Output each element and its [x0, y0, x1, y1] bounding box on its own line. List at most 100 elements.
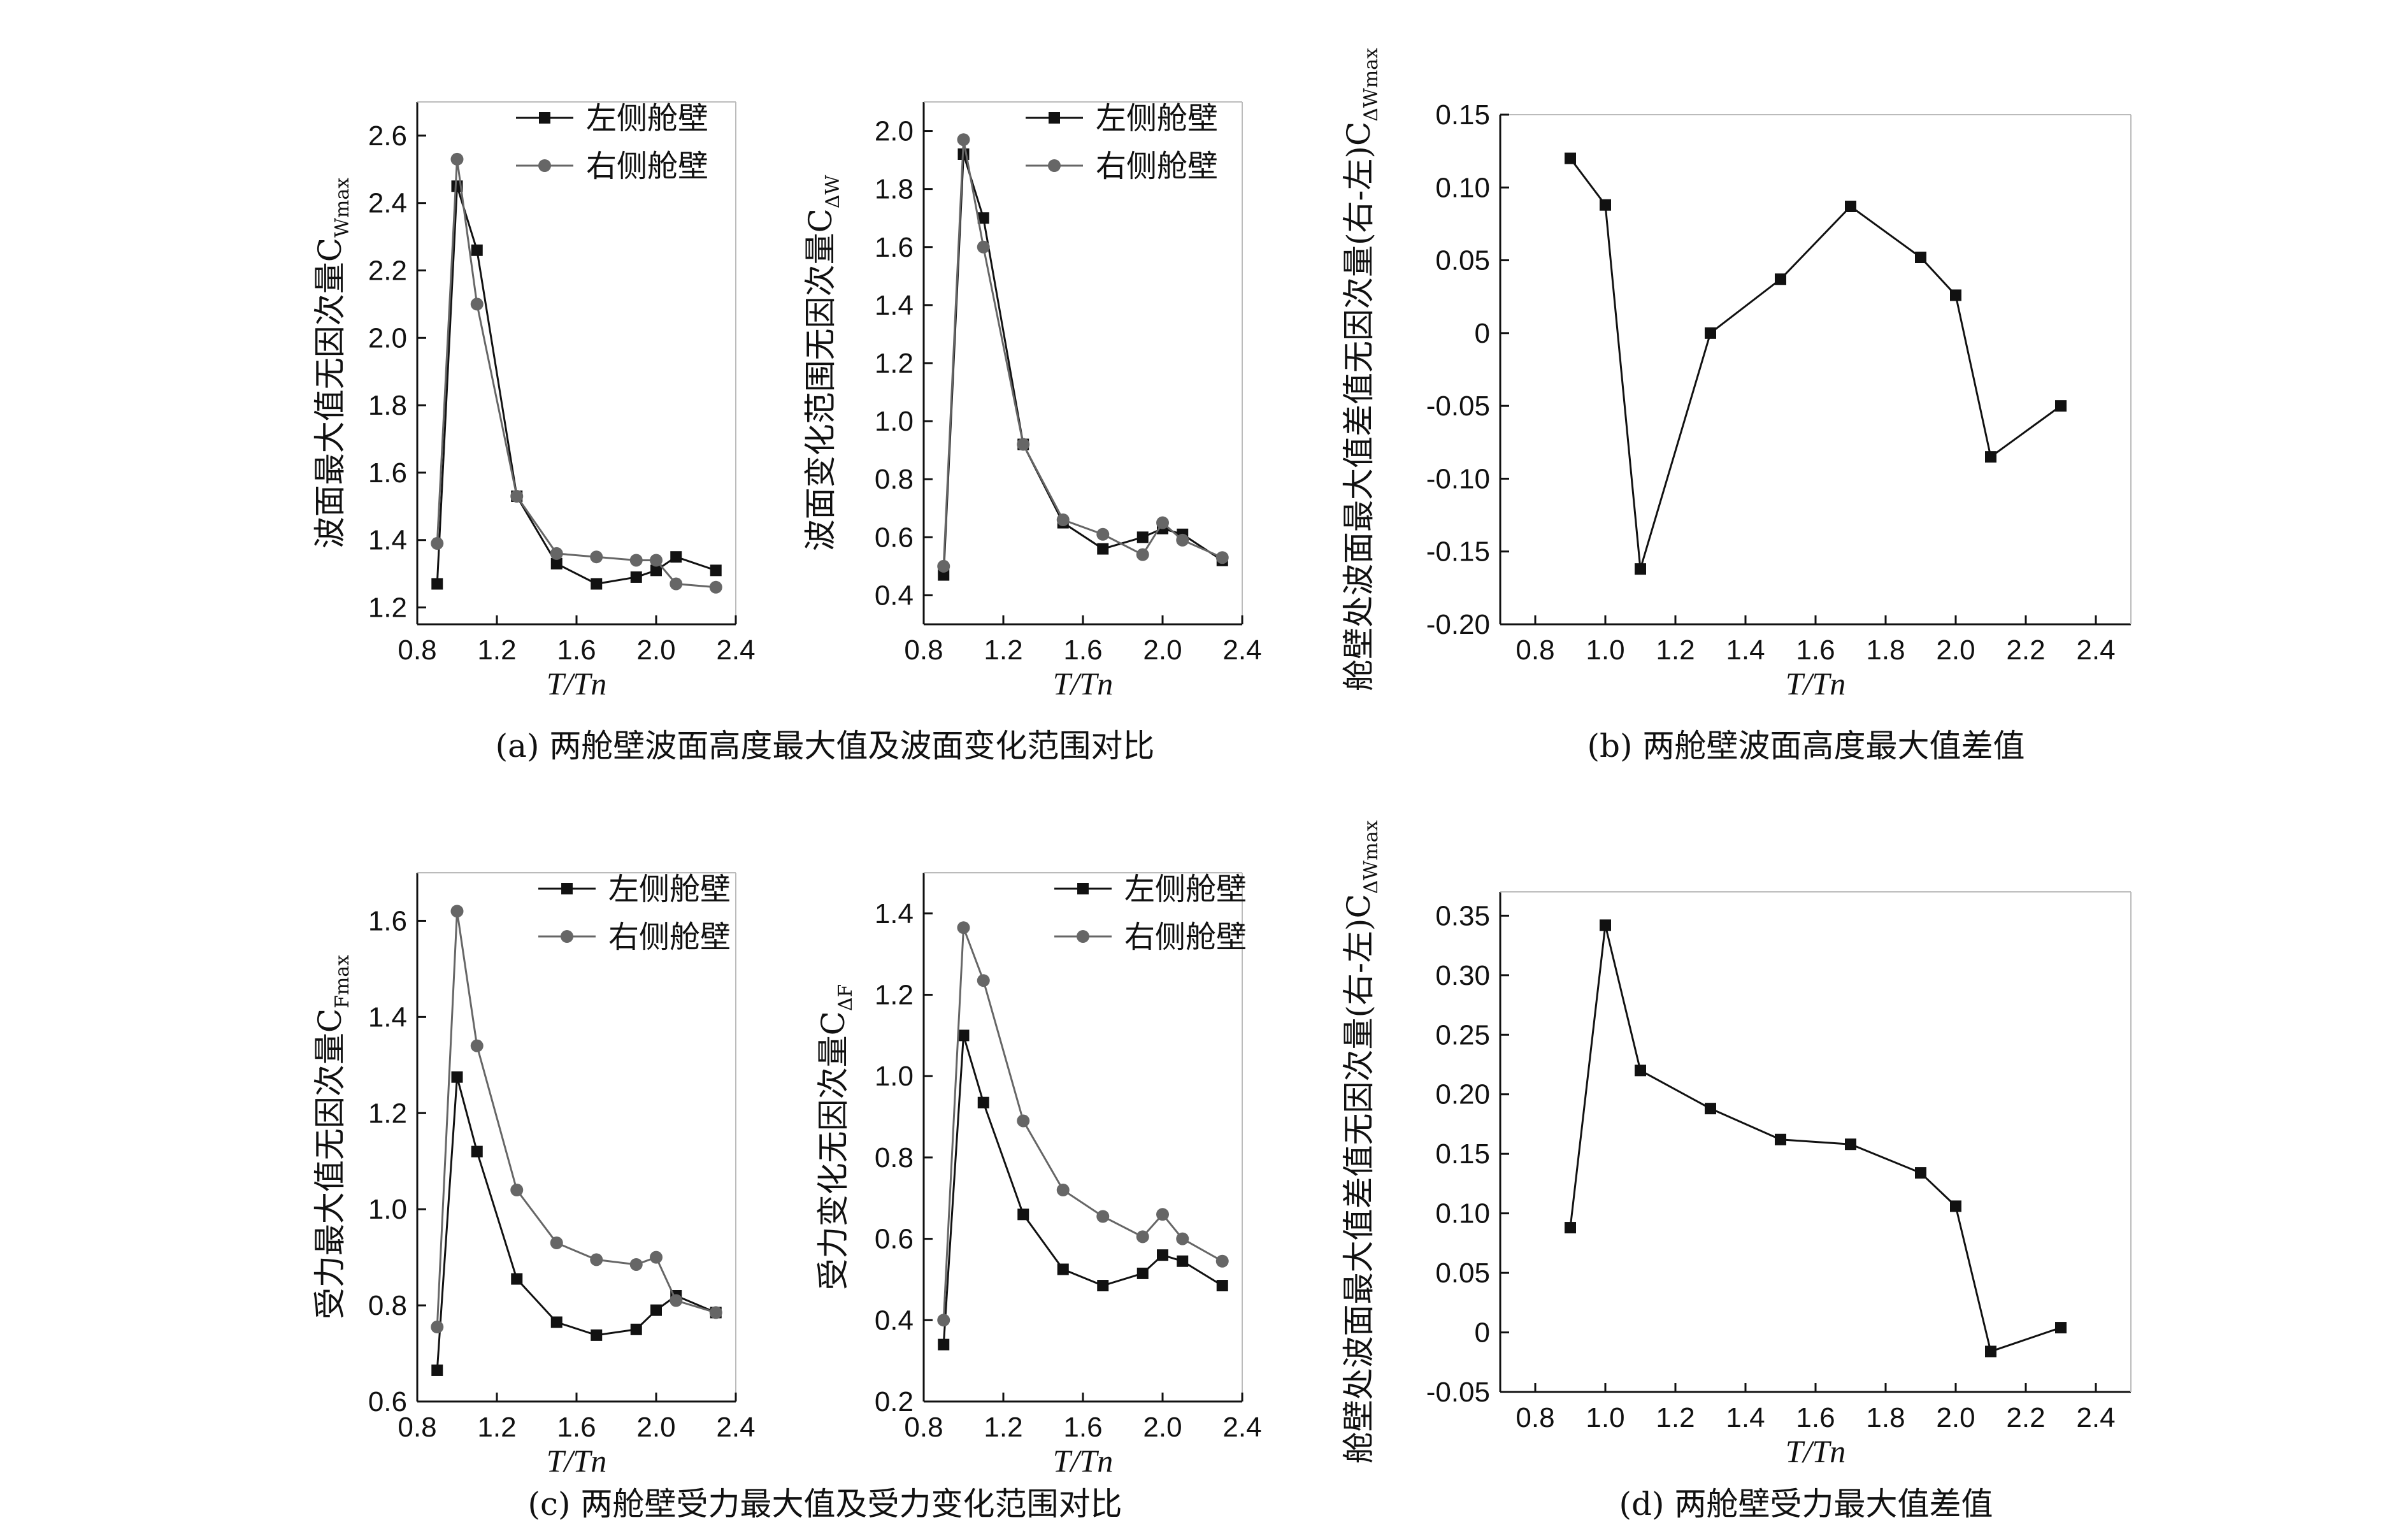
x-tick-label: 1.0	[1586, 1402, 1624, 1433]
legend-label: 左侧舱壁	[1124, 871, 1247, 907]
data-point	[1136, 1267, 1149, 1279]
data-point	[1985, 1345, 1996, 1358]
chart-a1: 1.2 1.4 1.6 1.8 2.0 2.2 2.4 2.6 0.8 1.2 1.6 2.0 2.4 T…	[312, 101, 756, 701]
y-tick-label: 0.30	[1435, 960, 1490, 991]
y-tick-label: 0	[1475, 318, 1490, 349]
y-tick-label: 0.2	[875, 1386, 914, 1417]
series-line-1	[942, 927, 1223, 1321]
x-tick-label: 1.6	[1796, 1402, 1835, 1433]
y-tick-label: 2.0	[368, 322, 407, 354]
y-tick-label: 0	[1475, 1317, 1490, 1349]
data-point	[1985, 451, 1996, 463]
x-tick-label: 1.4	[1726, 634, 1765, 666]
data-point	[1097, 543, 1109, 555]
data-point	[938, 569, 950, 581]
data-point	[629, 554, 643, 567]
caption-a: (a) 两舱壁波面高度最大值及波面变化范围对比	[496, 728, 1155, 764]
x-tick-label: 1.6	[1063, 1412, 1102, 1443]
data-point	[670, 551, 682, 563]
data-point	[1215, 1254, 1229, 1268]
y-tick-label: -0.05	[1426, 1377, 1490, 1408]
data-point	[2055, 1322, 2067, 1334]
y-tick-label: 0.4	[875, 1305, 914, 1336]
legend-label: 左侧舱壁	[586, 101, 708, 136]
x-tick-label: 2.4	[2076, 634, 2115, 666]
legend-marker	[561, 930, 573, 943]
x-axis-label: T/Tn	[1786, 1433, 1846, 1469]
x-tick-label: 2.2	[2006, 1402, 2045, 1433]
x-tick-label: 0.8	[904, 634, 943, 666]
x-tick-label: 1.2	[1656, 1402, 1695, 1433]
data-point	[1017, 438, 1030, 451]
y-axis-label-subscript: Fmax	[331, 955, 354, 1008]
y-axis-label-main: 舱壁处波面最大值差值无因次量(右-左)C	[1340, 894, 1377, 1463]
caption-c: (c) 两舱壁受力最大值及受力变化范围对比	[528, 1486, 1122, 1523]
legend-label: 右侧舱壁	[1124, 919, 1247, 955]
y-tick-label: 0.8	[875, 1142, 914, 1173]
series-line-0	[942, 1035, 1223, 1345]
x-tick-label: 0.8	[398, 634, 436, 666]
y-axis-label: 舱壁处波面最大值差值无因次量(右-左)CΔWmax	[1340, 48, 1382, 691]
x-tick-label: 1.6	[557, 634, 596, 666]
y-tick-label: 0.15	[1435, 99, 1490, 131]
series-line-0	[436, 1077, 717, 1371]
series-line-1	[942, 139, 1223, 566]
data-point	[451, 1071, 463, 1083]
x-tick-label: 0.8	[398, 1412, 436, 1443]
data-point	[431, 537, 444, 550]
data-point	[1177, 1255, 1189, 1267]
chart-c1: 0.60.81.01.21.41.60.8 1.2 1.6 2.0 2.4T/Tn受力最…	[312, 871, 756, 1479]
data-point	[1950, 1200, 1961, 1212]
y-tick-label: 1.4	[368, 525, 407, 556]
y-axis-label: 受力最大值无因次量CFmax	[312, 955, 354, 1319]
data-point	[670, 577, 683, 591]
x-tick-label: 2.0	[636, 1412, 675, 1443]
data-point	[957, 1029, 970, 1042]
data-point	[1136, 1230, 1149, 1244]
data-point	[1176, 533, 1189, 547]
y-tick-label: 0.6	[875, 522, 914, 553]
data-point	[709, 1306, 722, 1319]
legend-marker	[539, 112, 550, 124]
caption-b: (b) 两舱壁波面高度最大值差值	[1587, 728, 2025, 764]
y-tick-label: 2.4	[368, 188, 407, 219]
data-point	[471, 1145, 483, 1158]
x-tick-label: 1.6	[1063, 634, 1102, 666]
data-point	[2055, 400, 2067, 412]
x-tick-label: 2.0	[1143, 634, 1182, 666]
chart-d: -0.05 0 0.05 0.10 0.15 0.20 0.25 0.30 0.35 0.8 1.0…	[1340, 820, 2132, 1469]
y-tick-label: 0.6	[368, 1386, 407, 1417]
data-point	[1096, 1210, 1110, 1223]
data-point	[550, 557, 563, 570]
data-point	[629, 1258, 643, 1271]
legend-marker	[538, 159, 551, 172]
y-tick-label: 0.05	[1435, 1258, 1490, 1289]
data-point	[1600, 919, 1611, 931]
data-point	[511, 1273, 523, 1285]
y-tick-label: -0.15	[1426, 536, 1490, 568]
y-axis-label-main: 受力变化无因次量C	[815, 1011, 852, 1290]
x-tick-label: 1.2	[477, 1412, 516, 1443]
data-point	[431, 1364, 443, 1376]
series-line-0	[1569, 157, 2061, 570]
x-tick-label: 2.4	[1222, 1412, 1261, 1443]
y-tick-label: 1.8	[368, 390, 407, 421]
data-point	[709, 580, 722, 594]
x-tick-label: 2.0	[1936, 1402, 1975, 1433]
data-point	[590, 1253, 603, 1266]
legend-label: 右侧舱壁	[608, 919, 731, 955]
data-point	[650, 564, 662, 577]
data-point	[550, 547, 563, 560]
series-line-1	[436, 159, 716, 589]
data-point	[591, 578, 603, 590]
chart-b: -0.20 -0.15 -0.10 -0.05 0 0.05 0.10 0.15 0.8 1.0 1…	[1340, 48, 2132, 701]
x-tick-label: 1.2	[984, 1412, 1022, 1443]
data-point	[431, 578, 443, 590]
y-tick-label: 0.4	[875, 580, 914, 611]
x-tick-label: 2.4	[716, 634, 755, 666]
legend-label: 左侧舱壁	[1096, 101, 1218, 136]
y-tick-label: 1.6	[875, 232, 914, 263]
